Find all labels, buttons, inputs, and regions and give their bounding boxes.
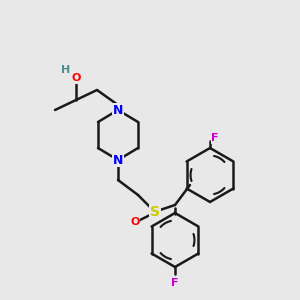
Text: H: H (61, 65, 70, 75)
Text: N: N (113, 154, 123, 166)
Text: N: N (113, 103, 123, 116)
Text: S: S (150, 205, 160, 219)
Text: F: F (211, 133, 219, 143)
Text: F: F (171, 278, 179, 288)
Text: O: O (71, 73, 81, 83)
Text: O: O (130, 217, 140, 227)
